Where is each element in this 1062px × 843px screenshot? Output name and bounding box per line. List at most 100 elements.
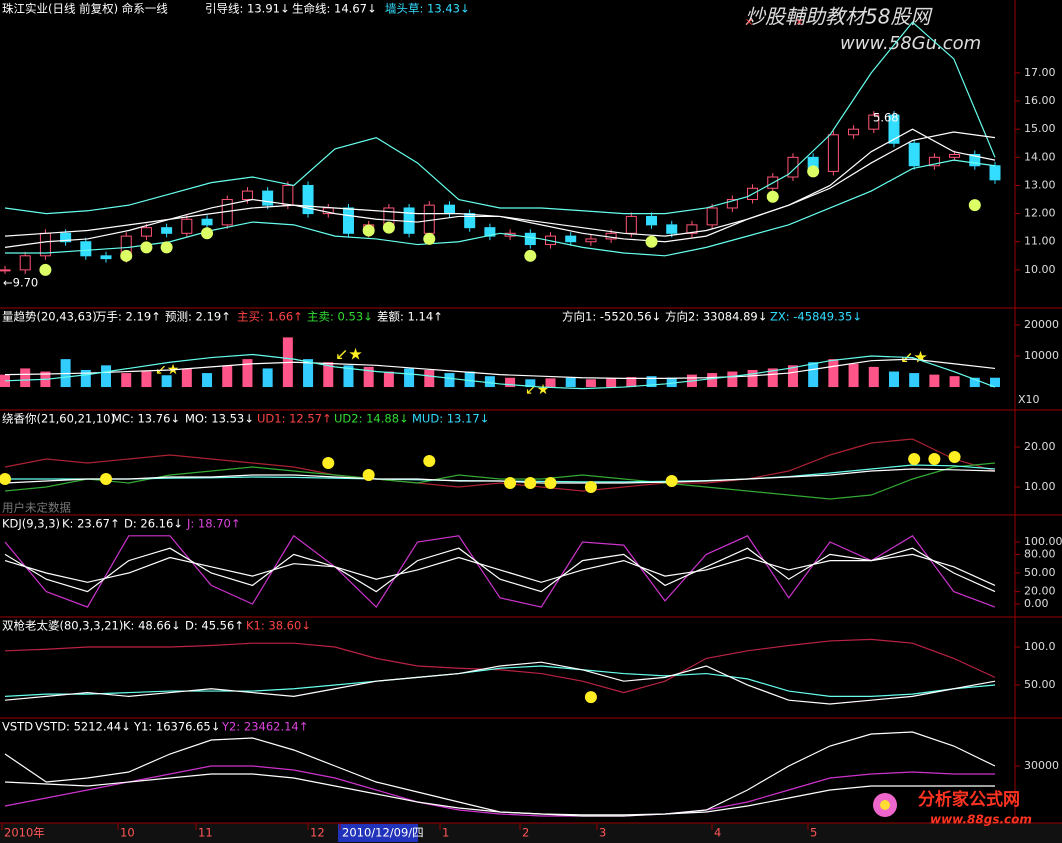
indicator-line <box>4 661 996 705</box>
volume-bar <box>828 359 839 388</box>
candle <box>181 218 193 234</box>
time-label: 10 <box>120 826 135 840</box>
volume-bar <box>343 365 354 388</box>
time-label: 12 <box>310 826 325 840</box>
mark: × <box>795 17 803 28</box>
y-tick-label: 12.00 <box>1024 207 1056 220</box>
signal-dot <box>39 263 52 276</box>
panel-header: VSTD: 5212.44↓ <box>35 720 131 734</box>
volume-bar <box>222 365 233 388</box>
candle <box>443 204 455 215</box>
panel-header: 方向1: -5520.56↓ <box>562 310 661 324</box>
signal-dot <box>423 232 436 245</box>
panel-header: 万手: 2.19↑ <box>95 310 161 324</box>
volume-bar <box>787 365 798 388</box>
volume-bar <box>626 377 637 388</box>
candle <box>302 184 314 215</box>
signal-dot <box>362 224 375 237</box>
signal-dot <box>100 473 113 485</box>
volume-bar <box>888 371 899 388</box>
y-tick-label: 100.00 <box>1024 535 1062 548</box>
candle <box>60 232 72 243</box>
indicator-line <box>4 358 996 379</box>
y-tick-label: 20.00 <box>1024 585 1056 598</box>
volume-bar <box>262 368 273 388</box>
indicator-line <box>4 353 996 390</box>
candle <box>686 224 698 234</box>
signal-dot <box>524 477 537 489</box>
candle <box>989 165 1001 181</box>
panel-header: ZX: -45849.35↓ <box>770 310 862 324</box>
candle <box>868 114 880 130</box>
y-tick-label: 0.00 <box>1024 597 1049 610</box>
star: ↙★ <box>900 348 928 367</box>
volume-bar <box>868 366 879 388</box>
time-label: 2010/12/09/四 <box>342 826 424 840</box>
panel-header: MO: 13.53↓ <box>185 412 254 426</box>
candle <box>524 232 536 246</box>
panel-header: 生命线: 14.67↓ <box>292 2 377 16</box>
time-label: 3 <box>599 826 606 840</box>
volume-bar <box>484 376 495 388</box>
volume-bar <box>323 362 334 388</box>
y-tick-label: 17.00 <box>1024 66 1056 79</box>
panel-header: D: 45.56↑ <box>185 619 244 633</box>
volume-bar <box>161 375 172 388</box>
candle <box>80 241 92 257</box>
candle <box>706 207 718 226</box>
signal-dot <box>322 457 335 469</box>
volume-bar <box>969 377 980 388</box>
signal-dot <box>120 249 133 262</box>
candle <box>726 199 738 209</box>
candle <box>100 255 112 260</box>
volume-bar <box>404 368 415 388</box>
volume-bar <box>464 371 475 388</box>
star: ↙★ <box>335 345 363 364</box>
volume-bar <box>666 377 677 388</box>
panel-header: UD1: 12.57↑ <box>257 412 332 426</box>
signal-dot <box>645 235 658 248</box>
y-tick-label: 80.00 <box>1024 547 1056 560</box>
signal-dot <box>908 453 921 465</box>
signal-dot <box>0 473 11 485</box>
signal-dot <box>766 190 779 203</box>
volume-bar <box>909 373 920 388</box>
volume-bar <box>990 377 1000 388</box>
signal-dot <box>423 455 436 467</box>
signal-dot <box>544 477 557 489</box>
volume-bar <box>444 373 455 388</box>
logo-url: www.88gs.com <box>930 813 1032 827</box>
volume-bar <box>606 378 617 388</box>
indicator-line <box>4 462 996 500</box>
panel-header: 差额: 1.14↑ <box>377 310 443 324</box>
volume-bar <box>424 369 435 388</box>
candle <box>19 255 31 271</box>
volume-bar <box>808 362 819 388</box>
logo-icon <box>880 800 890 810</box>
panel-header: K: 23.67↑ <box>62 517 120 531</box>
indicator-line <box>4 21 996 215</box>
volume-bar <box>101 365 112 388</box>
signal-dot <box>968 199 981 212</box>
volume-bar <box>767 368 778 388</box>
time-label: 4 <box>714 826 721 840</box>
watermark-title: 炒股輔助教材58股网 <box>745 5 933 29</box>
candle <box>928 156 940 167</box>
time-label: 2010年 <box>4 826 45 840</box>
candle <box>161 227 173 234</box>
candle <box>949 153 961 158</box>
panel-header: KDJ(9,3,3) <box>2 517 60 531</box>
panel-header: K: 48.66↓ <box>123 619 181 633</box>
panel-header: 引导线: 13.91↓ <box>205 2 290 16</box>
candle <box>342 207 354 234</box>
unit-label: X10 <box>1018 393 1040 406</box>
signal-dot <box>584 481 597 493</box>
volume-bar <box>80 369 91 388</box>
panel-header: 主买: 1.66↑ <box>237 310 303 324</box>
panel-header: MUD: 13.17↓ <box>412 412 489 426</box>
panel-header: D: 26.16↓ <box>124 517 183 531</box>
y-tick-label: 13.00 <box>1024 178 1056 191</box>
indicator-line <box>5 159 996 257</box>
candle <box>787 156 799 178</box>
watermark-url: www.58Gu.com <box>840 33 981 54</box>
